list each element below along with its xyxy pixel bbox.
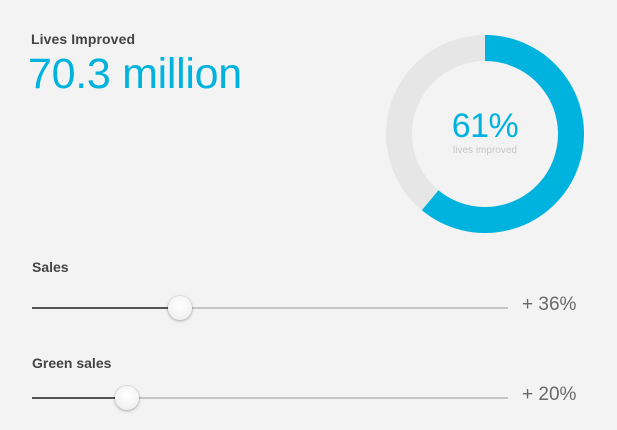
headline-value: 70.3 million xyxy=(28,50,242,98)
sales-slider-fill xyxy=(32,307,180,309)
green-sales-slider-fill xyxy=(32,397,128,399)
green-sales-slider-label: Green sales xyxy=(32,355,112,371)
donut-percent: 61% xyxy=(451,106,519,145)
green-sales-slider[interactable] xyxy=(32,386,508,410)
lives-improved-donut-chart: 61% lives improved xyxy=(385,34,585,234)
sales-slider[interactable] xyxy=(32,296,508,320)
sales-slider-value: + 36% xyxy=(522,294,577,315)
headline-label: Lives Improved xyxy=(31,31,136,47)
donut-subtitle: lives improved xyxy=(453,144,517,156)
green-sales-slider-thumb[interactable] xyxy=(115,386,140,410)
sales-slider-thumb[interactable] xyxy=(167,296,192,320)
donut-svg xyxy=(386,35,584,233)
green-sales-slider-value: + 20% xyxy=(522,384,577,405)
sales-slider-label: Sales xyxy=(32,259,69,275)
donut-progress-arc xyxy=(421,35,584,233)
